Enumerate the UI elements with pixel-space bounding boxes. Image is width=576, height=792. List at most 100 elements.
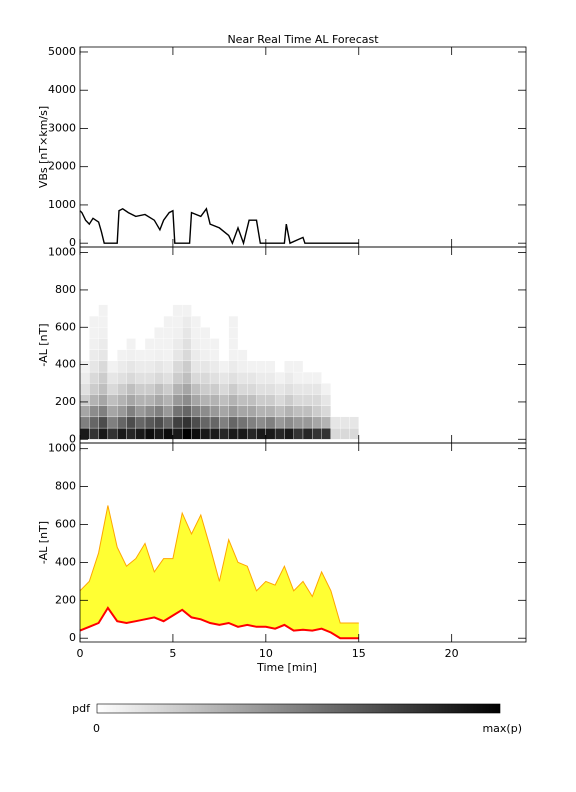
pdf-cell <box>172 383 183 395</box>
pdf-cell <box>172 360 183 373</box>
pdf-cell <box>163 360 174 373</box>
pdf-cell <box>330 405 341 417</box>
pdf-cell <box>80 304 90 317</box>
pdf-cell <box>98 416 109 429</box>
pdf-cell <box>228 394 239 406</box>
pdf-cell <box>89 383 99 395</box>
pdf-cell <box>117 304 127 317</box>
pdf-cell <box>135 416 146 429</box>
pdf-cell <box>79 371 90 384</box>
pdf-cell <box>144 349 155 362</box>
pdf-cell <box>210 316 220 328</box>
pdf-cell <box>284 349 294 361</box>
pdf-cell <box>349 349 359 361</box>
pdf-cell <box>191 405 201 418</box>
pdf-cell <box>349 316 359 328</box>
pdf-cell <box>135 360 146 373</box>
pdf-cell <box>237 338 248 350</box>
vbs-line <box>79 207 359 246</box>
pdf-cell <box>284 383 294 395</box>
y-tick-label: 2000 <box>48 160 76 173</box>
pdf-cell <box>265 338 276 350</box>
pdf-cell <box>219 405 229 418</box>
pdf-cell <box>191 383 201 395</box>
pdf-cell <box>237 427 248 440</box>
pdf-cell <box>163 427 174 440</box>
pdf-cell <box>312 360 322 373</box>
pdf-cell <box>79 360 90 373</box>
pdf-cell <box>163 327 174 339</box>
pdf-cell <box>349 427 359 440</box>
pdf-cell <box>79 394 90 406</box>
y-tick-label: 200 <box>55 395 76 408</box>
pdf-cell <box>200 360 211 373</box>
pdf-cell <box>349 372 359 384</box>
pdf-cell <box>191 315 201 328</box>
pdf-cell <box>274 394 285 406</box>
pdf-cell <box>247 327 257 339</box>
pdf-cell <box>89 405 99 418</box>
pdf-cell <box>349 383 359 395</box>
pdf-cell <box>228 383 239 395</box>
pdf-cell <box>200 349 211 362</box>
pdf-cell <box>98 394 109 406</box>
pdf-cell <box>107 416 118 429</box>
y-axis-label: -AL [nT] <box>37 521 50 564</box>
pdf-cell <box>80 327 90 339</box>
pdf-cell <box>247 316 257 328</box>
pdf-cell <box>191 416 201 429</box>
pdf-cell <box>172 338 183 350</box>
pdf-cell <box>303 338 313 350</box>
pdf-cell <box>219 383 229 395</box>
pdf-cell <box>321 427 332 440</box>
pdf-cell <box>312 304 322 317</box>
pdf-cell <box>117 327 127 339</box>
pdf-cell <box>340 416 350 429</box>
pdf-cell <box>284 316 294 328</box>
pdf-cell <box>135 304 146 317</box>
pdf-cell <box>228 338 239 350</box>
pdf-cell <box>79 405 90 418</box>
pdf-cell <box>80 338 90 350</box>
y-tick-label: 1000 <box>48 198 76 211</box>
pdf-cell <box>98 371 109 384</box>
pdf-cell <box>182 327 192 339</box>
pdf-cell <box>117 405 127 418</box>
pdf-cell <box>107 383 118 395</box>
x-tick-label: 5 <box>169 647 176 660</box>
pdf-cell <box>144 427 155 440</box>
pdf-cell <box>172 315 183 328</box>
pdf-cell <box>154 427 164 440</box>
pdf-cell <box>98 338 109 350</box>
pdf-cell <box>312 371 322 384</box>
pdf-cell <box>154 360 164 373</box>
pdf-cell <box>302 427 313 440</box>
pdf-cell <box>98 315 109 328</box>
pdf-cell <box>144 394 155 406</box>
pdf-cell <box>340 405 350 417</box>
pdf-cell <box>302 405 313 418</box>
pdf-cell <box>126 316 136 328</box>
pdf-cell <box>256 304 266 317</box>
pdf-cell <box>219 427 229 440</box>
pdf-cell <box>182 360 192 373</box>
pdf-cell <box>237 316 248 328</box>
pdf-cell <box>247 416 257 429</box>
pdf-cell <box>349 394 359 406</box>
x-tick-label: 15 <box>352 647 366 660</box>
band-fill <box>80 505 359 639</box>
pdf-cell <box>219 327 229 339</box>
pdf-cell <box>340 427 350 440</box>
y-tick-label: 0 <box>69 631 76 644</box>
pdf-cell <box>89 394 99 406</box>
pdf-cell <box>237 416 248 429</box>
x-tick-label: 20 <box>445 647 459 660</box>
pdf-cell <box>163 371 174 384</box>
pdf-cell <box>209 383 220 395</box>
pdf-cell <box>340 327 350 339</box>
panel-frame <box>79 46 527 248</box>
pdf-cell <box>293 316 303 328</box>
pdf-cell <box>265 416 276 429</box>
